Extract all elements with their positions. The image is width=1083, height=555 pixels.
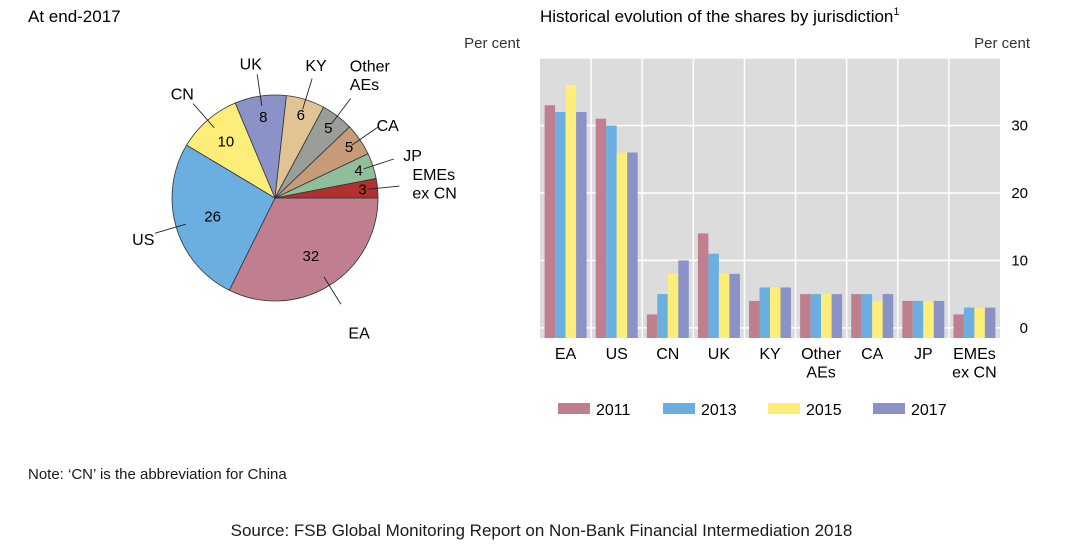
x-tick-label-other-aes: Other AEs: [801, 346, 842, 381]
pie-value-label-cn: 10: [218, 133, 235, 150]
pie-category-label-ea: EA: [348, 326, 370, 343]
pie-leader-line-cn: [192, 103, 215, 128]
bar-us-2011: [595, 118, 607, 338]
bar-ea-2011: [544, 105, 556, 338]
bar-uk-2013: [708, 253, 719, 338]
bar-jp-2015: [923, 300, 934, 338]
bar-other-aes-2015: [821, 294, 832, 338]
pie-value-label-other-aes: 5: [324, 120, 332, 137]
pie-value-label-ky: 6: [297, 107, 305, 124]
x-tick-label-ky: KY: [759, 346, 781, 363]
pie-leader-line-uk: [256, 74, 263, 106]
y-tick-label: 20: [1011, 185, 1028, 202]
legend-swatch-2015: [768, 403, 800, 414]
y-tick-label: 30: [1011, 118, 1028, 135]
bar-ea-2015: [565, 85, 577, 338]
bar-ky-2015: [770, 287, 781, 338]
x-tick-label-jp: JP: [914, 346, 933, 363]
legend-label-2011: 2011: [596, 402, 631, 419]
bar-ca-2017: [882, 294, 894, 338]
bar-ea-2013: [555, 112, 566, 338]
pie-category-label-emes-ex-cn: EMEs ex CN: [412, 167, 456, 202]
pie-leader-line-emes-ex-cn: [367, 185, 400, 190]
bar-ca-2011: [851, 294, 862, 338]
bar-jp-2011: [902, 300, 913, 338]
bar-other-aes-2013: [810, 294, 822, 338]
legend-label-2017: 2017: [911, 402, 947, 419]
pie-value-label-jp: 4: [354, 163, 362, 180]
pie-chart: At end-2017 Per cent 32 EA 26 US 10 CN 8 UK 6 KY 5…: [28, 7, 521, 343]
bar-jp-2013: [912, 300, 924, 338]
x-tick-label-ea: EA: [555, 346, 577, 363]
bar-ca-2015: [872, 300, 883, 338]
bar-other-aes-2011: [800, 294, 811, 338]
pie-category-label-other-aes: Other AEs: [350, 59, 391, 94]
pie-leader-line-us: [154, 223, 186, 234]
legend-swatch-2017: [873, 403, 905, 414]
bar-chart: Historical evolution of the shares by ju…: [540, 6, 1031, 419]
pie-leader-line-ca: [351, 126, 379, 146]
pie-category-label-ca: CA: [377, 118, 400, 135]
x-tick-label-uk: UK: [708, 346, 731, 363]
y-tick-label: 10: [1011, 252, 1028, 269]
bar-uk-2011: [697, 233, 709, 338]
pie-title: At end-2017: [28, 7, 121, 26]
legend-label-2013: 2013: [701, 402, 737, 419]
bar-cn-2013: [657, 294, 668, 338]
pie-leader-line-ky: [302, 78, 313, 110]
bar-emes-ex-cn-2017: [984, 307, 996, 338]
legend-label-2015: 2015: [806, 402, 842, 419]
legend-swatch-2011: [558, 403, 590, 414]
pie-value-label-ca: 5: [345, 139, 353, 156]
bar-other-aes-2017: [831, 294, 843, 338]
legend-swatch-2013: [663, 403, 695, 414]
bar-ea-2017: [576, 112, 587, 338]
pie-value-label-ea: 32: [303, 248, 320, 265]
pie-category-label-us: US: [132, 232, 154, 249]
bar-uk-2015: [718, 273, 730, 338]
y-tick-label: 0: [1020, 320, 1028, 337]
bar-emes-ex-cn-2015: [974, 307, 985, 338]
bar-ky-2017: [780, 287, 791, 338]
bar-ky-2011: [749, 300, 760, 338]
source-text: Source: FSB Global Monitoring Report on …: [230, 521, 853, 540]
note-text: Note: ‘CN’ is the abbreviation for China: [28, 466, 287, 483]
pie-value-label-us: 26: [204, 208, 221, 225]
x-tick-label-cn: CN: [656, 346, 679, 363]
pie-leader-line-jp: [363, 158, 394, 170]
x-tick-label-us: US: [606, 346, 628, 363]
bar-cn-2017: [678, 260, 689, 338]
pie-leader-line-ea: [323, 276, 342, 305]
pie-leader-line-other-aes: [330, 98, 352, 125]
pie-category-label-jp: JP: [403, 148, 422, 165]
pie-category-label-ky: KY: [305, 58, 327, 75]
bar-ky-2013: [759, 287, 770, 338]
bar-cn-2011: [646, 314, 658, 338]
bar-unit-label: Per cent: [974, 35, 1031, 52]
pie-category-label-cn: CN: [171, 87, 194, 104]
bar-us-2015: [616, 152, 628, 338]
bar-title: Historical evolution of the shares by ju…: [540, 6, 900, 26]
x-tick-label-ca: CA: [861, 346, 884, 363]
bar-emes-ex-cn-2011: [953, 314, 964, 338]
bar-us-2017: [627, 152, 638, 338]
pie-value-label-uk: 8: [259, 109, 267, 126]
pie-value-label-emes-ex-cn: 3: [358, 182, 366, 199]
pie-category-label-uk: UK: [240, 56, 263, 73]
x-tick-label-emes-ex-cn: EMEs ex CN: [952, 346, 996, 381]
bar-uk-2017: [729, 273, 740, 338]
bar-cn-2015: [667, 273, 679, 338]
bar-jp-2017: [933, 300, 945, 338]
bar-us-2013: [606, 125, 617, 338]
pie-unit-label: Per cent: [464, 35, 521, 52]
bar-emes-ex-cn-2013: [963, 307, 975, 338]
bar-ca-2013: [861, 294, 873, 338]
